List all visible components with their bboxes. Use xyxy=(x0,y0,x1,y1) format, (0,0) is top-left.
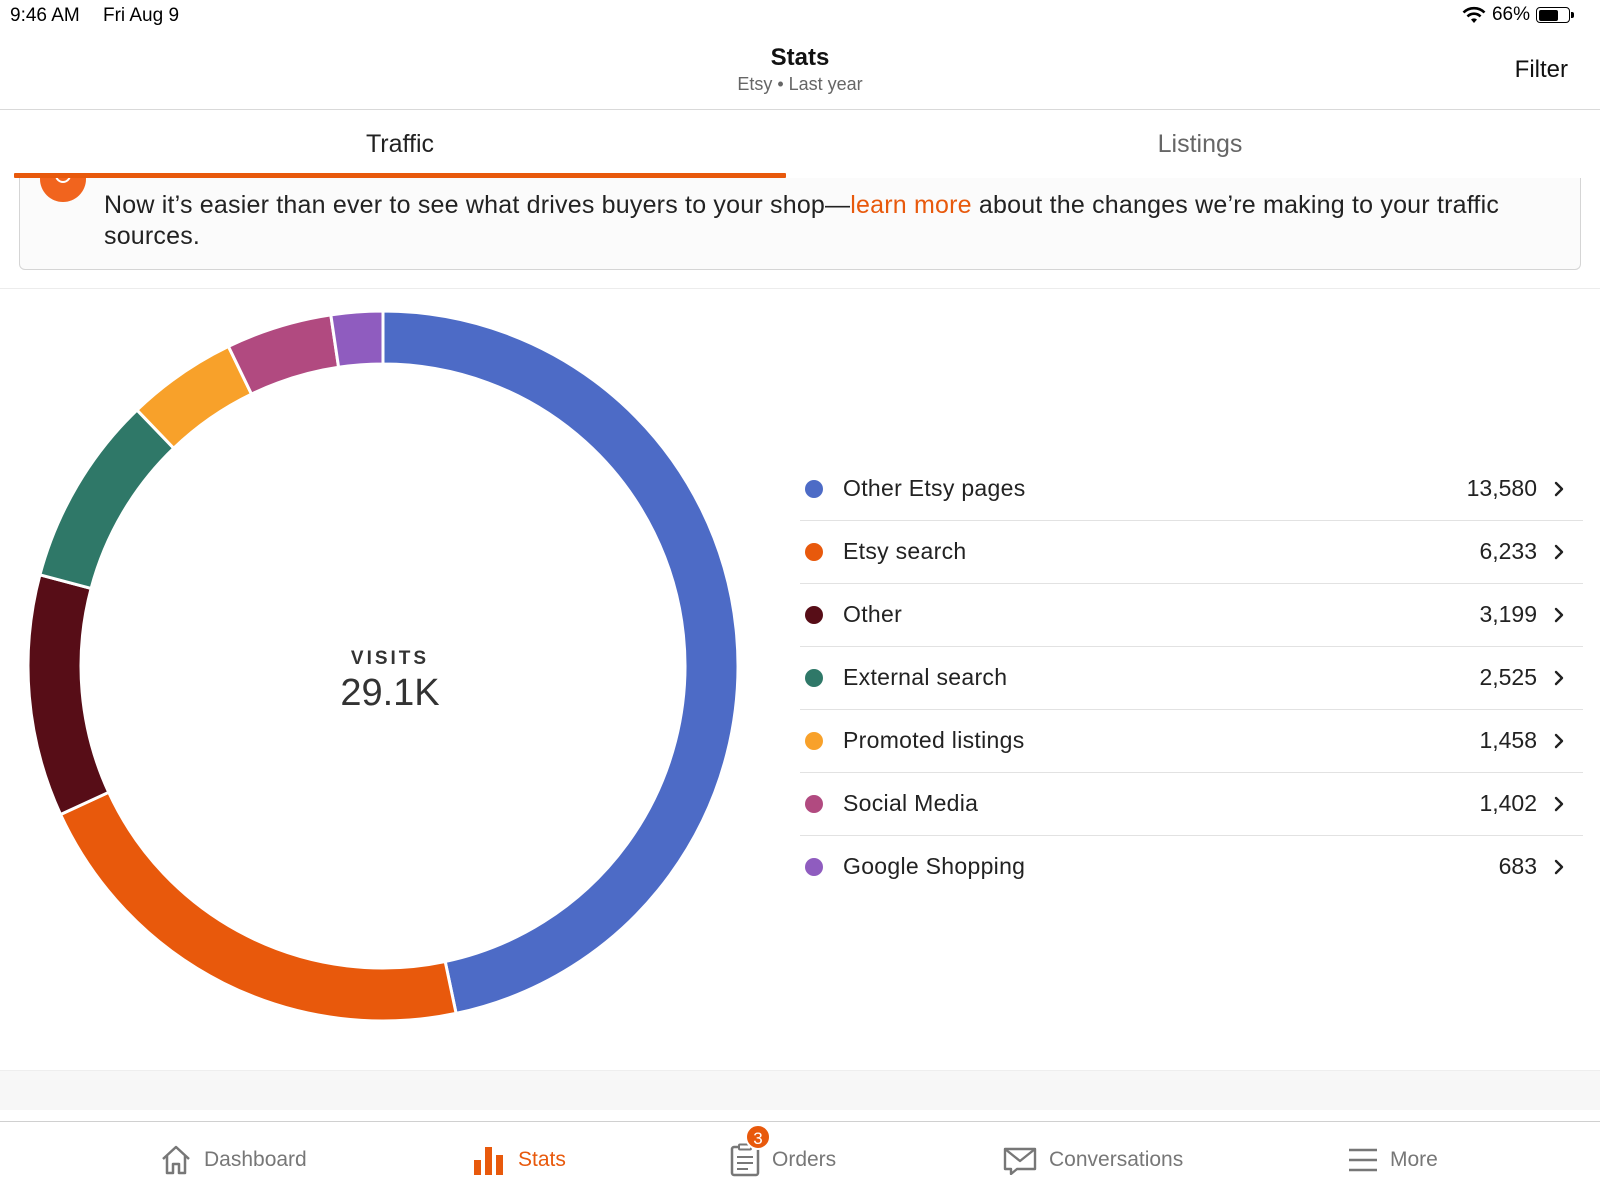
battery-percent: 66% xyxy=(1491,4,1530,25)
traffic-source-row[interactable]: Google Shopping 683 xyxy=(800,836,1583,899)
menu-icon xyxy=(1349,1148,1377,1172)
chart-center-label: VISITS xyxy=(350,648,430,669)
page-title: Stats xyxy=(770,44,830,71)
traffic-source-value: 2,525 xyxy=(1479,664,1537,690)
traffic-source-row[interactable]: Other Etsy pages 13,580 xyxy=(800,458,1583,521)
learn-more-link[interactable]: learn more xyxy=(850,191,972,219)
traffic-source-label: Promoted listings xyxy=(843,727,1025,753)
bar-chart-icon xyxy=(474,1147,503,1175)
nav-orders-label: Orders xyxy=(772,1148,837,1171)
traffic-donut-chart: VISITS 29.1K xyxy=(10,300,770,1060)
traffic-source-value: 683 xyxy=(1498,853,1537,879)
donut-slice-external-search[interactable] xyxy=(38,407,176,591)
status-date: Fri Aug 9 xyxy=(103,5,180,26)
segment-tabs: Traffic Listings xyxy=(0,110,1600,178)
legend-color-dot xyxy=(805,543,823,561)
traffic-source-value: 13,580 xyxy=(1466,475,1537,501)
nav-title-group: Stats Etsy • Last year xyxy=(0,44,1600,95)
traffic-source-label: Google Shopping xyxy=(843,853,1026,879)
bottom-tab-bar: Dashboard Stats 3 Orders Conversations xyxy=(0,1121,1600,1200)
legend-color-dot xyxy=(805,606,823,624)
nav-stats[interactable]: Stats xyxy=(472,1140,566,1180)
traffic-sources-list: Other Etsy pages 13,580 Etsy search 6,233 Ot… xyxy=(800,458,1583,899)
chevron-right-icon xyxy=(1554,733,1564,749)
traffic-source-value: 3,199 xyxy=(1479,601,1537,627)
house-icon xyxy=(162,1145,190,1175)
traffic-source-row[interactable]: External search 2,525 xyxy=(800,647,1583,710)
info-banner: Now it’s easier than ever to see what dr… xyxy=(19,178,1581,270)
wifi-icon xyxy=(1462,6,1486,23)
traffic-source-value: 6,233 xyxy=(1479,538,1537,564)
traffic-source-label: External search xyxy=(843,664,1008,690)
traffic-source-label: Social Media xyxy=(843,790,979,816)
orders-badge: 3 xyxy=(745,1124,771,1150)
status-bar: 9:46 AM Fri Aug 9 66% xyxy=(0,0,1600,34)
envelope-icon xyxy=(1003,1147,1037,1175)
banner-text: Now it’s easier than ever to see what dr… xyxy=(104,190,1544,252)
nav-dashboard-label: Dashboard xyxy=(204,1148,307,1171)
tab-traffic[interactable]: Traffic xyxy=(365,130,435,158)
banner-text-after: about the changes we’re making to your t… xyxy=(104,191,1500,250)
page-subtitle: Etsy • Last year xyxy=(737,74,863,94)
active-tab-indicator xyxy=(14,173,786,178)
traffic-source-label: Other Etsy pages xyxy=(843,475,1026,501)
battery-icon xyxy=(1536,7,1574,23)
traffic-source-row[interactable]: Etsy search 6,233 xyxy=(800,521,1583,584)
traffic-source-row[interactable]: Promoted listings 1,458 xyxy=(800,710,1583,773)
footer-spacer xyxy=(0,1070,1600,1110)
chevron-right-icon xyxy=(1554,859,1564,875)
chevron-right-icon xyxy=(1554,796,1564,812)
donut-slice-social-media[interactable] xyxy=(226,313,341,397)
chevron-right-icon xyxy=(1554,481,1564,497)
legend-color-dot xyxy=(805,669,823,687)
status-time: 9:46 AM xyxy=(10,5,80,26)
legend-color-dot xyxy=(805,732,823,750)
legend-color-dot xyxy=(805,795,823,813)
chart-center-value: 29.1K xyxy=(340,672,440,714)
traffic-source-row[interactable]: Social Media 1,402 xyxy=(800,773,1583,836)
tab-listings[interactable]: Listings xyxy=(1157,130,1243,158)
chevron-right-icon xyxy=(1554,544,1564,560)
donut-slice-other-etsy-pages[interactable] xyxy=(381,309,740,1016)
legend-color-dot xyxy=(805,480,823,498)
traffic-source-label: Etsy search xyxy=(843,538,967,564)
clipboard-icon xyxy=(730,1143,760,1177)
donut-slice-google-shopping[interactable] xyxy=(329,309,385,369)
status-right: 66% xyxy=(1462,4,1574,26)
nav-conversations-label: Conversations xyxy=(1049,1148,1184,1171)
traffic-source-label: Other xyxy=(843,601,903,627)
nav-dashboard[interactable]: Dashboard xyxy=(160,1140,307,1180)
traffic-source-row[interactable]: Other 3,199 xyxy=(800,584,1583,647)
traffic-source-value: 1,402 xyxy=(1479,790,1537,816)
nav-conversations[interactable]: Conversations xyxy=(1003,1140,1183,1180)
chevron-right-icon xyxy=(1554,607,1564,623)
nav-stats-label: Stats xyxy=(518,1148,566,1171)
nav-orders[interactable]: 3 Orders xyxy=(730,1124,837,1180)
legend-color-dot xyxy=(805,858,823,876)
donut-svg xyxy=(26,309,740,1023)
chevron-right-icon xyxy=(1554,670,1564,686)
nav-more-label: More xyxy=(1390,1148,1438,1171)
traffic-source-value: 1,458 xyxy=(1479,727,1537,753)
filter-button[interactable]: Filter xyxy=(1514,56,1568,83)
nav-more[interactable]: More xyxy=(1348,1140,1438,1180)
donut-slice-etsy-search[interactable] xyxy=(58,790,458,1023)
section-divider xyxy=(0,288,1600,289)
info-icon xyxy=(40,178,86,202)
nav-header: Stats Etsy • Last year Filter xyxy=(0,34,1600,110)
battery-fill xyxy=(1538,9,1558,21)
banner-text-before: Now it’s easier than ever to see what dr… xyxy=(104,191,851,219)
